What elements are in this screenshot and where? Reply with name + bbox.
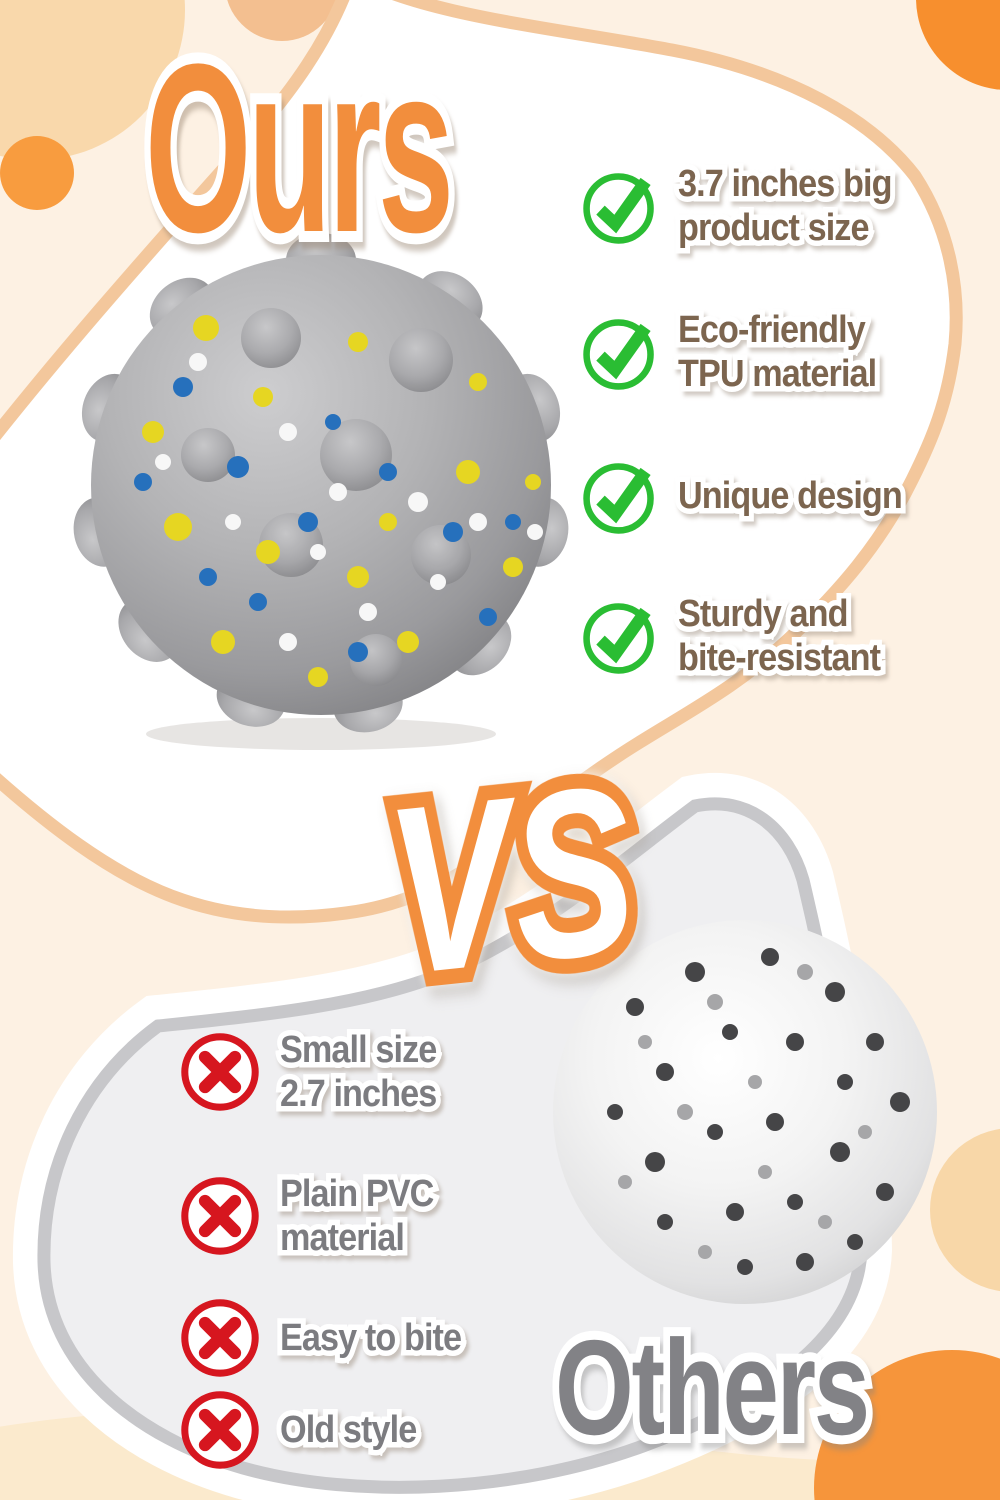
drawback-item-style: Old style Old style [176,1386,432,1474]
drawback-item-material: Plain PVC Plain PVC material material [176,1168,451,1265]
check-icon [583,319,654,390]
cross-icon [181,1177,259,1255]
feature-text: Unique design Unique design [673,470,908,523]
feature-text: Sturdy and Sturdy and bite-resistant bite-… [673,588,886,685]
check-icon [583,173,654,244]
feature-text: Eco-friendly Eco-friendly TPU material TPU… [673,304,882,401]
drawback-text: Old style Old style [275,1404,422,1457]
drawback-line: Small size [280,1029,437,1071]
others-ball-speckles [607,948,910,1275]
feature-item-material: Eco-friendly Eco-friendly TPU material TPU… [580,304,898,401]
drawback-text: Easy to bite Easy to bite [275,1312,467,1365]
drawback-line: Plain PVC [280,1173,434,1215]
feature-line: TPU material [678,353,877,395]
drawback-line: material [280,1217,405,1259]
others-title-outline: Others [548,1311,877,1464]
vs-badge: VS VS [364,723,723,1038]
vs-text: VS [376,735,648,1026]
cross-icon [181,1033,259,1111]
drawback-item-size: Small size Small size 2.7 inches 2.7 inche… [176,1024,454,1121]
feature-item-design: Unique design Unique design [580,455,927,537]
others-title-text: Others [555,1312,870,1463]
feature-line: Sturdy and [678,593,849,635]
ours-title-text: Ours [145,14,454,282]
feature-text: 3.7 inches big 3.7 inches big product siz… [673,158,897,255]
drawback-line: Easy to bite [280,1317,462,1359]
drawback-line: Old style [280,1409,417,1451]
ours-title-outline: Ours [139,14,461,282]
feature-line: 3.7 inches big [678,163,892,205]
drawback-text: Small size Small size 2.7 inches 2.7 inche… [275,1024,442,1121]
feature-item-size: 3.7 inches big 3.7 inches big product siz… [580,158,915,255]
feature-line: Unique design [678,475,903,517]
ours-section-title: Ours Ours [139,14,681,282]
feature-line: product size [678,207,870,249]
cross-icon [181,1391,259,1469]
drawback-line: 2.7 inches [280,1073,437,1115]
others-section-title: Others Others [548,1311,972,1464]
feature-line: bite-resistant [678,637,881,679]
ball-speckles [134,315,543,687]
cross-icon [181,1299,259,1377]
others-ball-photo [553,920,937,1304]
drawback-text: Plain PVC Plain PVC material material [275,1168,439,1265]
check-icon [583,463,654,534]
ours-ball-photo [73,233,569,750]
drawback-item-bite: Easy to bite Easy to bite [176,1294,481,1382]
check-icon [583,603,654,674]
feature-line: Eco-friendly [678,309,866,351]
feature-item-durability: Sturdy and Sturdy and bite-resistant bite-… [580,588,903,685]
